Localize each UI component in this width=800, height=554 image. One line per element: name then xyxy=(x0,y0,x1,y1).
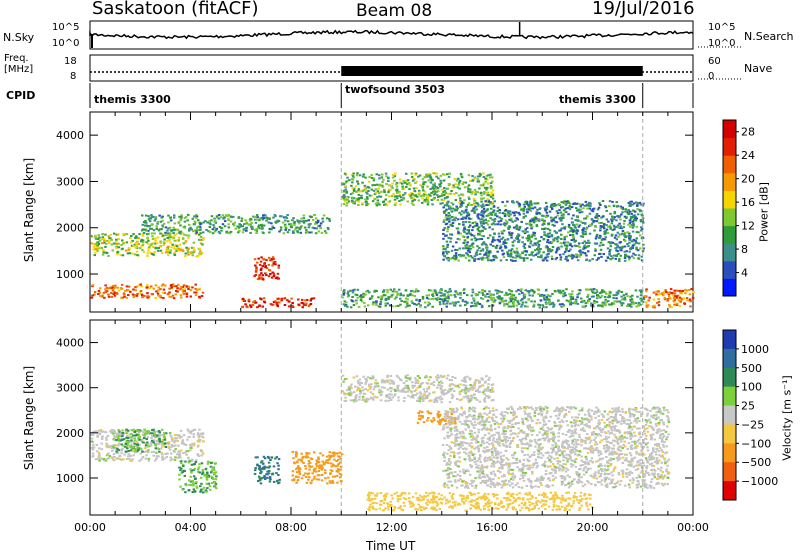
velocity-colorbar-segment xyxy=(723,481,736,501)
x-axis-label: Time UT xyxy=(366,539,416,553)
power-frame xyxy=(89,111,694,313)
x-tick-label: 12:00 xyxy=(376,521,408,534)
nsky-tick-bottom: 10^0 xyxy=(52,38,80,49)
freq-unit-label: [MHz] xyxy=(4,64,34,75)
power-colorbar-tick-label: 16 xyxy=(741,196,755,209)
freq-tick-bottom: 8 xyxy=(70,71,77,82)
power-echo-region xyxy=(441,200,645,263)
power-colorbar-tick-label: 4 xyxy=(741,267,748,280)
x-tick-label: 04:00 xyxy=(175,521,207,534)
nsearch-label: N.Search xyxy=(744,30,794,43)
power-ytick-label: 3000 xyxy=(56,175,84,188)
velocity-colorbar-tick-label: −100 xyxy=(741,437,771,450)
cpid-label: CPID xyxy=(6,89,36,102)
power-colorbar-segment xyxy=(723,278,736,297)
x-tick-label: 00:00 xyxy=(74,521,106,534)
power-colorbar-segment xyxy=(723,260,736,279)
velocity-echo-region xyxy=(115,428,168,453)
power-echo-region xyxy=(341,288,646,309)
power-colorbar-tick-label: 12 xyxy=(741,220,755,233)
power-colorbar-segment xyxy=(723,208,736,227)
power-colorbar-segment xyxy=(723,225,736,244)
power-colorbar-segment xyxy=(723,137,736,156)
nave-tick-bottom: 0 xyxy=(708,71,715,82)
cpid-segment-3: themis 3300 xyxy=(559,93,636,106)
velocity-colorbar-tick-label: 1000 xyxy=(741,343,769,356)
velocity-colorbar-tick-label: −25 xyxy=(741,418,764,431)
power-colorbar-tick-label: 24 xyxy=(741,149,755,162)
x-tick-label: 00:00 xyxy=(677,521,709,534)
velocity-echo-region xyxy=(441,405,671,489)
power-echo-region xyxy=(643,288,695,309)
velocity-ytick-label: 3000 xyxy=(56,382,84,395)
nsky-label: N.Sky xyxy=(3,31,35,44)
power-colorbar-tick-label: 28 xyxy=(741,126,755,139)
velocity-colorbar-segment xyxy=(723,405,736,425)
power-ytick-label: 4000 xyxy=(56,129,84,142)
freq-panel-frame xyxy=(89,54,694,82)
nsky-series-line xyxy=(89,29,694,40)
velocity-colorbar-tick-label: −1000 xyxy=(741,475,778,488)
power-echo-region xyxy=(90,232,205,258)
power-colorbar-frame xyxy=(722,119,737,297)
power-colorbar-segment xyxy=(723,120,736,139)
power-echo-region xyxy=(90,283,205,300)
velocity-colorbar-segment xyxy=(723,330,736,350)
x-tick-label: 20:00 xyxy=(577,521,609,534)
power-echo-region xyxy=(141,213,331,235)
freq-tick-top: 18 xyxy=(64,56,77,67)
station-title: Saskatoon (fitACF) xyxy=(92,0,259,19)
velocity-echo-region xyxy=(366,491,594,512)
power-ytick-label: 1000 xyxy=(56,268,84,281)
power-echo-region xyxy=(341,172,495,207)
date-label: 19/Jul/2016 xyxy=(592,0,695,19)
beam-label: Beam 08 xyxy=(356,1,433,21)
power-ylabel: Slant Range [km] xyxy=(22,157,36,263)
velocity-colorbar-segment xyxy=(723,367,736,388)
nsearch-tick-bottom: 10^0 xyxy=(708,38,736,49)
velocity-ylabel: Slant Range [km] xyxy=(22,365,36,471)
velocity-colorbar-frame xyxy=(722,329,737,501)
freq-label: Freq. xyxy=(4,53,29,64)
velocity-colorbar-tick-label: 500 xyxy=(741,362,762,375)
nave-twofsound-block xyxy=(341,66,643,76)
velocity-ytick-label: 1000 xyxy=(56,472,84,485)
velocity-colorbar-tick-label: −500 xyxy=(741,456,771,469)
power-colorbar-segment xyxy=(723,243,736,262)
power-colorbar-label: Power [dB] xyxy=(757,182,771,242)
velocity-colorbar-tick-label: 100 xyxy=(741,381,762,394)
nave-label: Nave xyxy=(744,62,773,75)
nsky-tick-top: 10^5 xyxy=(52,22,80,33)
power-echo-region xyxy=(240,297,316,309)
power-colorbar-segment xyxy=(723,155,736,174)
velocity-colorbar-segment xyxy=(723,443,736,463)
velocity-ytick-label: 4000 xyxy=(56,337,84,350)
power-ytick-label: 2000 xyxy=(56,222,84,235)
x-tick-label: 16:00 xyxy=(476,521,508,534)
velocity-echo-region xyxy=(341,374,495,404)
velocity-colorbar-segment xyxy=(723,462,736,482)
velocity-colorbar-tick-label: 25 xyxy=(741,400,755,413)
velocity-ytick-label: 2000 xyxy=(56,427,84,440)
nave-tick-top: 60 xyxy=(708,56,721,67)
velocity-colorbar-label: Velocity [m s⁻¹] xyxy=(780,375,794,461)
velocity-colorbar-segment xyxy=(723,386,736,407)
nsky-panel-frame xyxy=(89,20,694,50)
power-colorbar-tick-label: 20 xyxy=(741,173,755,186)
nsearch-tick-top: 10^5 xyxy=(708,22,736,33)
velocity-colorbar-segment xyxy=(723,424,736,444)
cpid-segment-1: themis 3300 xyxy=(94,93,171,106)
power-colorbar-segment xyxy=(723,190,736,209)
power-echo-region xyxy=(253,256,281,281)
power-colorbar-tick-label: 8 xyxy=(741,243,748,256)
cpid-segment-2: twofsound 3503 xyxy=(345,83,445,96)
power-colorbar-segment xyxy=(723,172,736,191)
velocity-echo-region xyxy=(253,455,281,485)
velocity-colorbar-segment xyxy=(723,348,736,369)
x-tick-label: 08:00 xyxy=(275,521,307,534)
velocity-echo-region xyxy=(178,460,218,494)
